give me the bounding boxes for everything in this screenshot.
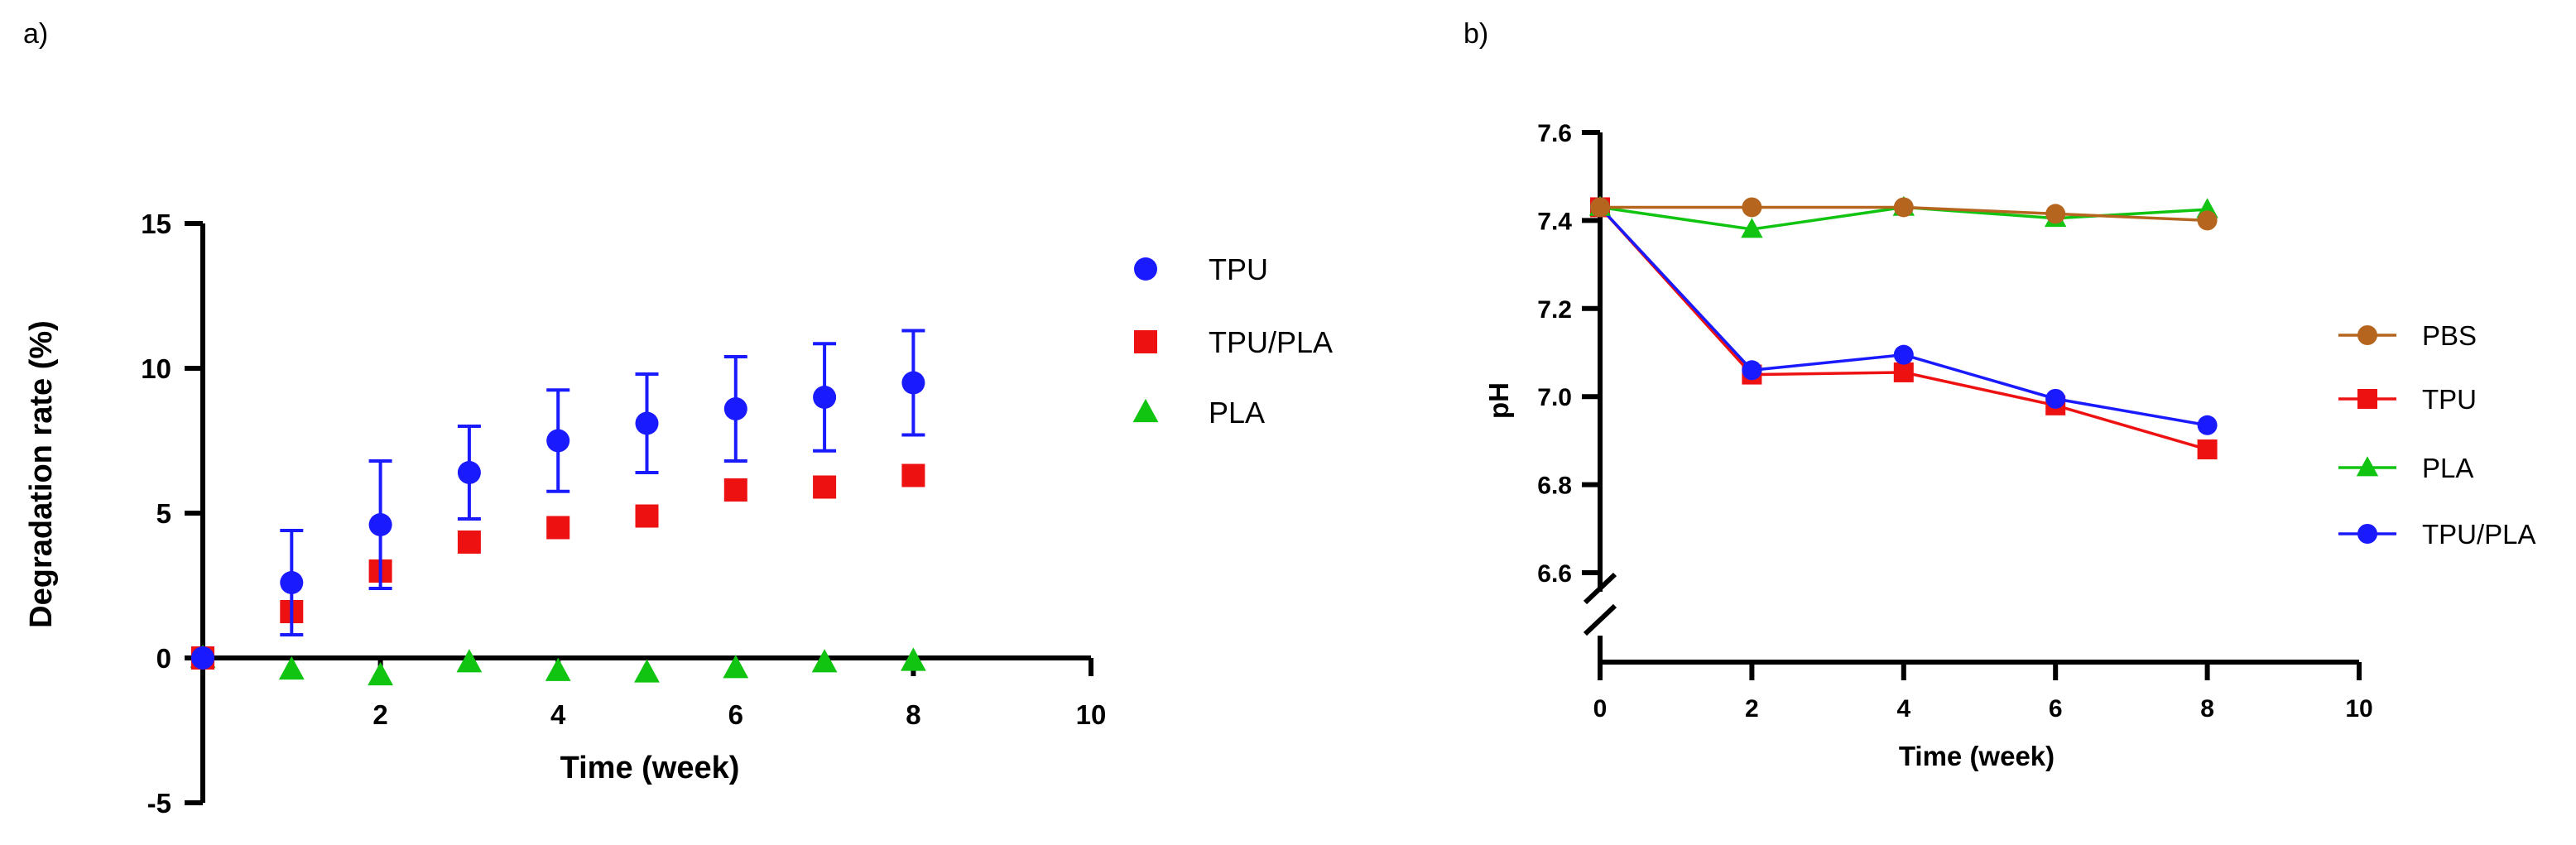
- panel-a-marks: [190, 329, 926, 686]
- data-point: [2197, 210, 2218, 231]
- panel-a-y-tick-label: 5: [156, 498, 171, 529]
- data-point: [813, 386, 837, 409]
- chart-panel-b: b) 6.6 6.8 7.0 7.2 7.4 7.6 0 2 4 6 8 10 PBS TPU PLA TP…: [1463, 18, 2536, 771]
- data-point: [456, 649, 483, 673]
- panel-a-y-tick-label: 0: [156, 643, 171, 674]
- panel-a-series-tpu: [191, 329, 925, 670]
- data-point: [1742, 360, 1762, 381]
- panel-b-y-tick-label: 6.6: [1537, 560, 1572, 588]
- legend-label: PBS: [2422, 320, 2477, 351]
- data-point: [723, 655, 749, 679]
- data-point: [811, 649, 838, 673]
- panel-b-y-tick-label: 7.0: [1537, 384, 1572, 411]
- legend-marker: [2357, 524, 2377, 544]
- panel-b-y-tick-label: 7.4: [1537, 208, 1572, 235]
- data-point: [457, 531, 481, 554]
- chart-panel-a: a) -5 0 5 10 15 2 4 6 8 10 TPU TPU/PLA PLA Time (we…: [23, 18, 1333, 819]
- data-point: [813, 475, 837, 499]
- data-point: [2045, 204, 2066, 224]
- data-point: [278, 655, 305, 680]
- data-point: [545, 657, 571, 681]
- data-point: [1742, 197, 1762, 218]
- data-point: [2197, 439, 2218, 460]
- legend-marker: [1134, 257, 1157, 281]
- panel-b-x-tick-label: 4: [1896, 695, 1910, 723]
- data-point: [635, 411, 659, 435]
- panel-b-y-tick-label: 6.8: [1537, 473, 1572, 500]
- panel-b-y-tick-label: 7.6: [1537, 120, 1572, 147]
- data-point: [2045, 388, 2066, 409]
- panel-b-axis-break-mark: [1583, 603, 1617, 636]
- data-point: [191, 646, 214, 670]
- data-point: [634, 659, 660, 683]
- legend-label: TPU/PLA: [1209, 325, 1333, 359]
- panel-b-y-axis-title: pH: [1483, 382, 1514, 419]
- legend-marker: [2357, 325, 2377, 345]
- data-point: [723, 478, 747, 502]
- data-point: [546, 429, 570, 453]
- panel-a-y-tick-label: 10: [141, 353, 171, 384]
- data-point: [901, 463, 925, 487]
- panel-a-x-tick-label: 2: [372, 699, 387, 730]
- series-line: [1598, 206, 2208, 427]
- data-point: [546, 516, 570, 540]
- panel-a-label: a): [23, 18, 48, 50]
- data-point: [1741, 218, 1763, 238]
- panel-b-x-axis-title: Time (week): [1899, 741, 2055, 771]
- panel-a-x-tick-label: 8: [906, 699, 920, 730]
- legend-label: PLA: [2422, 453, 2473, 483]
- panel-a-y-tick-label: -5: [147, 788, 171, 819]
- legend-label: TPU: [1209, 252, 1268, 286]
- legend-marker: [1134, 330, 1157, 353]
- panel-b-series-pbs: [1590, 197, 2218, 231]
- panel-a-series-tpu-pla: [191, 463, 925, 670]
- data-point: [1893, 362, 1914, 382]
- panel-b-legend: PBS TPU PLA TPU/PLA: [2338, 320, 2536, 550]
- panel-a-legend: TPU TPU/PLA PLA: [1132, 252, 1333, 430]
- series-line: [1598, 206, 2208, 451]
- data-point: [901, 647, 926, 671]
- panel-b-series-tpu: [1590, 197, 2218, 460]
- panel-b-x-tick-label: 10: [2345, 695, 2372, 723]
- legend-marker: [1132, 398, 1159, 423]
- data-point: [368, 661, 393, 686]
- panel-b-x-tick-label: 0: [1593, 695, 1608, 723]
- data-point: [723, 397, 747, 420]
- data-point: [901, 371, 925, 395]
- panel-b-x-tick-label: 2: [1745, 695, 1759, 723]
- data-point: [457, 461, 481, 484]
- legend-label: TPU: [2422, 384, 2477, 415]
- panel-a-x-tick-label: 4: [550, 699, 566, 730]
- panel-b-label: b): [1463, 18, 1488, 50]
- data-point: [368, 513, 392, 536]
- panel-b-x-tick-label: 6: [2049, 695, 2063, 723]
- legend-marker: [2357, 389, 2377, 409]
- data-point: [1590, 197, 1610, 218]
- panel-a-x-axis-title: Time (week): [560, 751, 740, 785]
- panel-b-y-tick-label: 7.2: [1537, 296, 1572, 324]
- panel-a-axes: -5 0 5 10 15 2 4 6 8 10: [141, 209, 1106, 819]
- data-point: [1893, 344, 1914, 365]
- legend-marker: [2356, 456, 2379, 477]
- legend-label: TPU/PLA: [2422, 519, 2536, 550]
- panel-a-series-pla: [190, 644, 926, 686]
- panel-a-y-axis-title: Degradation rate (%): [24, 320, 59, 628]
- panel-b-axis-break-mark: [1583, 572, 1617, 605]
- panel-a-x-tick-label: 6: [728, 699, 743, 730]
- panel-a-y-tick-label: 15: [141, 209, 171, 239]
- panel-b-series-tpu-pla: [1590, 197, 2218, 435]
- legend-label: PLA: [1209, 396, 1265, 430]
- panel-b-x-tick-label: 8: [2200, 695, 2214, 723]
- data-point: [2197, 415, 2218, 435]
- data-point: [1893, 197, 1914, 218]
- data-point: [280, 571, 304, 594]
- panel-a-x-tick-label: 10: [1076, 699, 1107, 730]
- panel-b-marks: [1588, 195, 2218, 460]
- data-point: [635, 504, 659, 528]
